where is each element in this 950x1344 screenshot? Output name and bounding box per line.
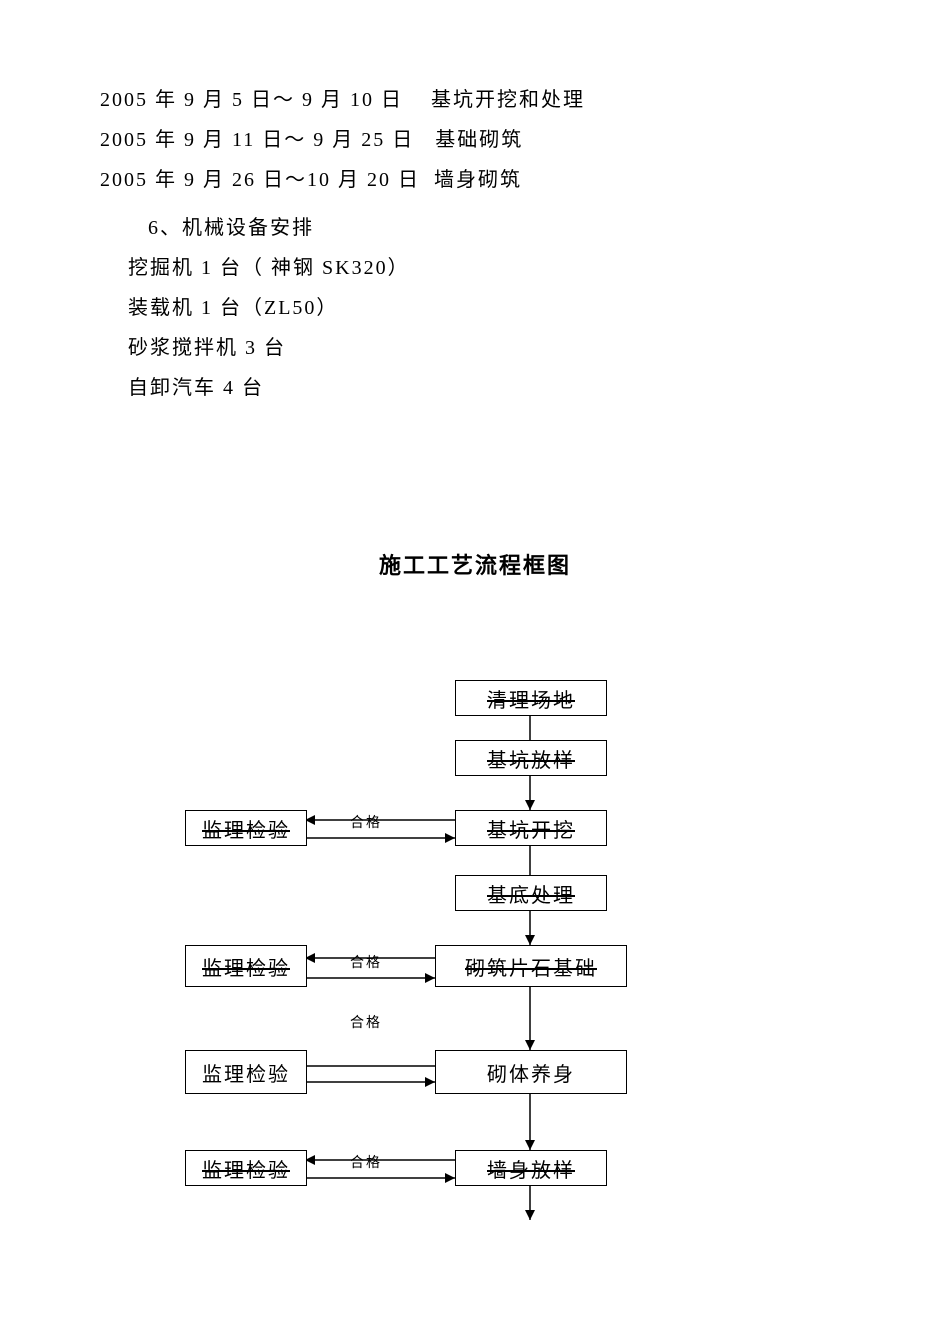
schedule-row-2: 2005 年 9 月 11 日～ 9 月 25 日 基础砌筑 <box>100 120 850 160</box>
schedule-period: 2005 年 9 月 11 日～ 9 月 25 日 <box>100 129 414 151</box>
schedule-row-3: 2005 年 9 月 26 日～10 月 20 日 墙身砌筑 <box>100 160 850 200</box>
schedule-period: 2005 年 9 月 26 日～10 月 20 日 <box>100 169 420 191</box>
flowchart-edge-label: 合格 <box>350 812 382 832</box>
flowchart-edge-label: 合格 <box>350 952 382 972</box>
equipment-heading: 6、机械设备安排 <box>148 208 850 248</box>
flowchart-title: 施工工艺流程框图 <box>100 548 850 580</box>
flowchart-node-n3: 基坑开挖 <box>455 810 607 846</box>
flowchart-node-label: 清理场地 <box>487 684 575 713</box>
schedule-task: 墙身砌筑 <box>434 169 522 191</box>
flowchart: 清理场地基坑放样基坑开挖基底处理砌筑片石基础砌体养身墙身放样监理检验监理检验监理… <box>125 680 825 1240</box>
flowchart-node-l3: 监理检验 <box>185 810 307 846</box>
flowchart-edge-label: 合格 <box>350 1152 382 1172</box>
equipment-item: 自卸汽车 4 台 <box>128 368 850 408</box>
flowchart-node-label: 砌体养身 <box>487 1058 575 1087</box>
equipment-item: 装载机 1 台（ZL50） <box>128 288 850 328</box>
flowchart-node-n6: 砌体养身 <box>435 1050 627 1094</box>
flowchart-node-label: 监理检验 <box>202 952 290 981</box>
flowchart-node-label: 监理检验 <box>202 1154 290 1183</box>
flowchart-node-label: 基坑开挖 <box>487 814 575 843</box>
flowchart-node-label: 墙身放样 <box>487 1154 575 1183</box>
flowchart-node-label: 基底处理 <box>487 879 575 908</box>
flowchart-node-n5: 砌筑片石基础 <box>435 945 627 987</box>
schedule-period: 2005 年 9 月 5 日～ 9 月 10 日 <box>100 89 403 111</box>
flowchart-node-n2: 基坑放样 <box>455 740 607 776</box>
flowchart-node-l7: 监理检验 <box>185 1150 307 1186</box>
schedule-task: 基坑开挖和处理 <box>431 89 585 111</box>
flowchart-node-n7: 墙身放样 <box>455 1150 607 1186</box>
schedule-task: 基础砌筑 <box>435 129 523 151</box>
flowchart-node-l6: 监理检验 <box>185 1050 307 1094</box>
flowchart-node-label: 砌筑片石基础 <box>465 952 597 981</box>
flowchart-node-l5: 监理检验 <box>185 945 307 987</box>
flowchart-node-label: 基坑放样 <box>487 744 575 773</box>
flowchart-node-n4: 基底处理 <box>455 875 607 911</box>
equipment-item: 砂浆搅拌机 3 台 <box>128 328 850 368</box>
document-page: 2005 年 9 月 5 日～ 9 月 10 日 基坑开挖和处理 2005 年 … <box>0 0 950 1300</box>
flowchart-node-n1: 清理场地 <box>455 680 607 716</box>
flowchart-edge-label: 合格 <box>350 1012 382 1032</box>
equipment-item: 挖掘机 1 台（ 神钢 SK320） <box>128 248 850 288</box>
flowchart-node-label: 监理检验 <box>202 814 290 843</box>
schedule-row-1: 2005 年 9 月 5 日～ 9 月 10 日 基坑开挖和处理 <box>100 80 850 120</box>
flowchart-node-label: 监理检验 <box>202 1058 290 1087</box>
